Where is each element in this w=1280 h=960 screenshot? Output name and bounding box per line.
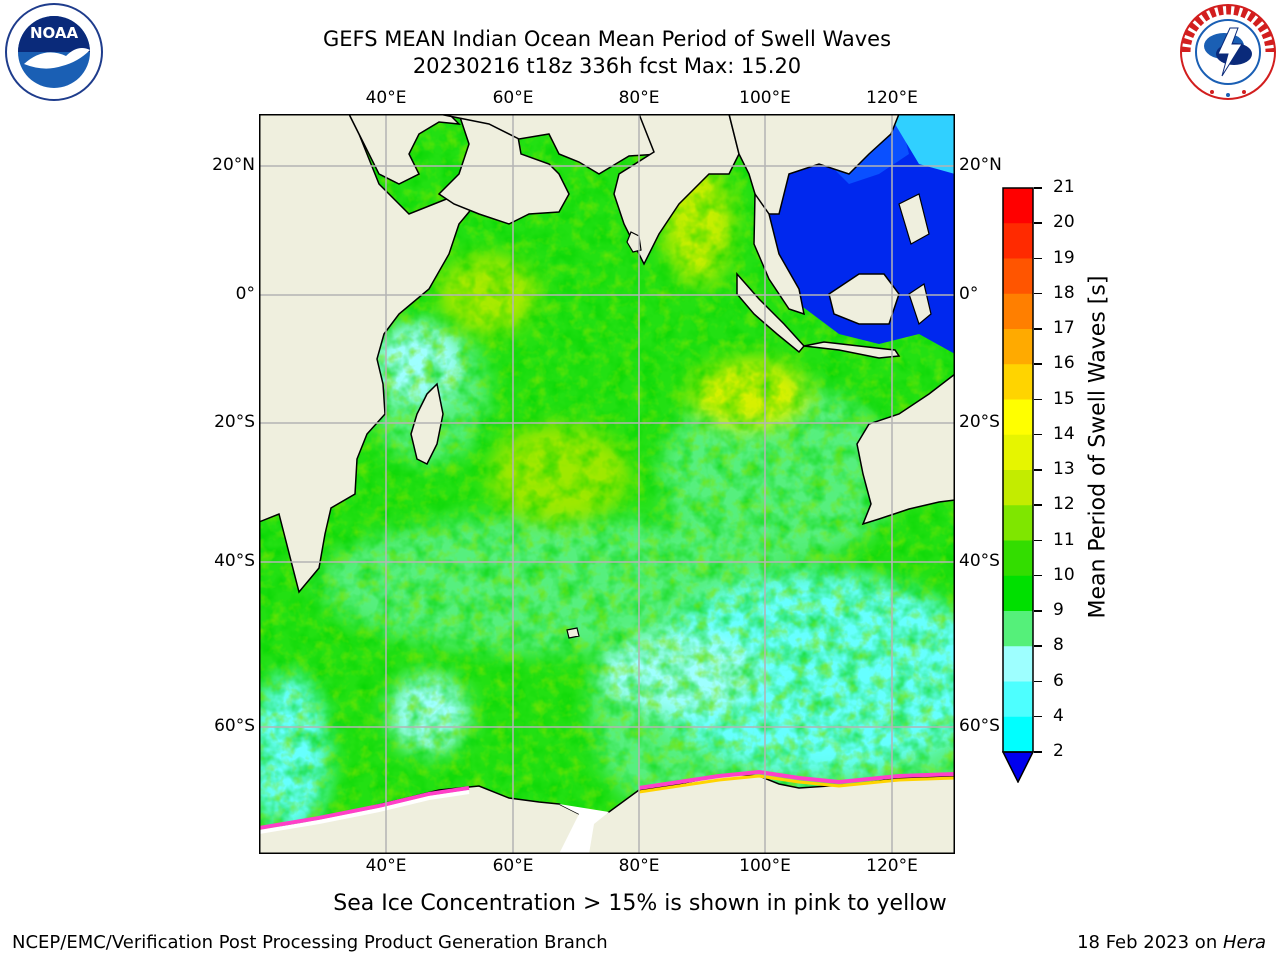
colorbar-tick-label: 16 [1053,353,1075,374]
lon-label-bottom-120e: 120°E [866,856,918,876]
footer-host: Hera [1222,932,1266,953]
lon-label-top-80e: 80°E [618,88,660,108]
colorbar-tick-label: 11 [1053,529,1075,550]
colorbar-tick-mark [1034,363,1042,365]
colorbar-swatch [1003,258,1033,295]
colorbar-swatch [1003,611,1033,647]
colorbar-swatch [1003,434,1033,471]
colorbar-swatch [1003,399,1033,436]
colorbar-tick-label: 9 [1053,600,1064,620]
map-grid [259,114,955,854]
lat-label-right-0: 0° [959,284,979,304]
colorbar-tick-label: 20 [1053,212,1075,233]
colorbar-tick-mark [1034,469,1042,471]
colorbar-tick-mark [1034,398,1042,400]
lat-label-right-20s: 20°S [959,412,1000,432]
colorbar-tick-label: 15 [1053,388,1075,409]
colorbar-tick-label: 17 [1053,318,1075,338]
colorbar-tick-label: 10 [1053,564,1075,585]
lat-label-right-60s: 60°S [959,716,1000,736]
colorbar-tick-label: 12 [1053,494,1075,515]
colorbar-tick-label: 2 [1053,741,1064,761]
colorbar-tick-mark [1034,574,1042,577]
colorbar-tick-mark [1034,645,1042,647]
chart-subtitle: 20230216 t18z 336h fcst Max: 15.20 [412,54,802,78]
colorbar-tick-mark [1034,539,1042,541]
colorbar-swatch [1003,223,1033,259]
lon-label-bottom-100e: 100°E [739,856,791,876]
colorbar [1001,187,1035,784]
colorbar-tick-mark [1034,257,1042,259]
lat-label-right-40s: 40°S [959,551,1000,571]
lon-label-top-120e: 120°E [866,88,918,108]
colorbar-tick-mark [1034,292,1042,295]
colorbar-tick-mark [1034,222,1042,224]
colorbar-tick-label: 19 [1053,247,1075,268]
noaa-logo-text: NOAA [30,24,79,42]
colorbar-tick-label: 13 [1053,459,1075,479]
colorbar-tick-mark [1034,504,1042,506]
colorbar-swatch [1003,505,1033,541]
footer-branch: NCEP/EMC/Verification Post Processing Pr… [12,932,608,953]
colorbar-tick-label: 21 [1053,177,1075,197]
lon-label-bottom-60e: 60°E [492,856,534,876]
swell-period-map [259,114,955,854]
colorbar-swatch [1003,293,1033,330]
lat-label-right-20n: 20°N [959,155,1002,175]
colorbar-tick-label: 6 [1053,670,1064,691]
lat-label-left-20n: 20°N [212,155,255,175]
colorbar-tick-label: 4 [1053,705,1064,726]
lon-label-bottom-80e: 80°E [618,856,660,876]
colorbar-swatches [1001,187,1035,784]
colorbar-extend-arrow [1001,751,1035,784]
footer-date: 18 Feb 2023 on [1077,932,1223,953]
colorbar-swatch [1003,716,1033,753]
chart-title: GEFS MEAN Indian Ocean Mean Period of Sw… [322,27,892,51]
colorbar-swatch [1003,470,1033,506]
lon-label-top-100e: 100°E [739,88,791,108]
colorbar-swatch [1003,329,1033,365]
noaa-logo: NOAA [4,2,104,102]
colorbar-swatch [1003,681,1033,718]
footer-date-host: 18 Feb 2023 on Hera [1077,932,1266,953]
colorbar-tick-label: 8 [1053,635,1064,656]
lat-label-left-0: 0° [235,284,255,304]
lat-label-left-40s: 40°S [214,551,255,571]
lat-label-left-20s: 20°S [214,412,255,432]
lon-label-bottom-40e: 40°E [365,856,407,876]
colorbar-swatch [1003,575,1033,612]
nws-logo [1178,2,1278,102]
colorbar-tick-mark [1034,610,1042,612]
colorbar-swatch [1003,364,1033,400]
colorbar-tick-mark [1034,680,1042,682]
colorbar-tick-label: 18 [1053,282,1075,303]
colorbar-tick-mark [1034,751,1042,753]
colorbar-tick-label: 14 [1053,423,1075,444]
lat-label-left-60s: 60°S [214,716,255,736]
lon-label-top-40e: 40°E [365,88,407,108]
colorbar-tick-mark [1034,328,1042,330]
colorbar-tick-mark [1034,715,1042,718]
colorbar-outline [1002,187,1034,753]
colorbar-tick-mark [1034,187,1042,189]
colorbar-swatch [1003,646,1033,682]
colorbar-tick-mark [1034,433,1042,436]
lon-label-top-60e: 60°E [492,88,534,108]
sea-ice-note: Sea Ice Concentration > 15% is shown in … [333,891,947,916]
colorbar-swatch [1003,540,1033,577]
colorbar-swatch [1003,188,1033,224]
colorbar-label: Mean Period of Swell Waves [s] [1085,275,1111,619]
